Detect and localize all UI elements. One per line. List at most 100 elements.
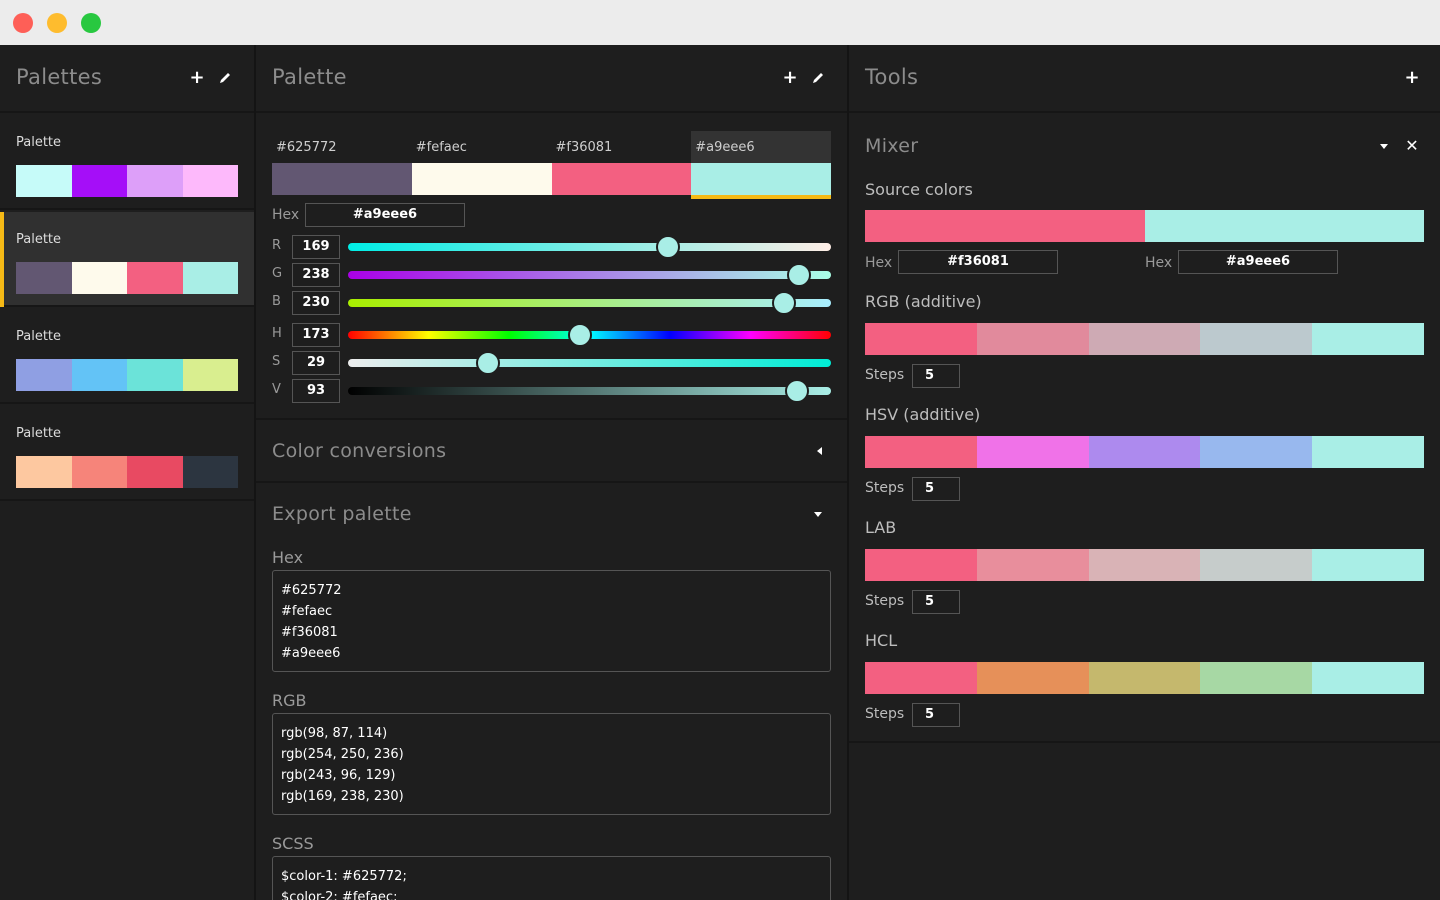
- source-color-1[interactable]: [865, 210, 1145, 242]
- plus-icon: +: [1404, 67, 1420, 88]
- palette-swatch[interactable]: #f36081: [551, 131, 692, 199]
- caret-down-icon[interactable]: [1380, 144, 1388, 149]
- slider-value-input[interactable]: 238: [292, 263, 340, 287]
- slider-value-input[interactable]: 230: [292, 291, 340, 315]
- swatch-hex-label: #625772: [276, 140, 337, 155]
- edit-palettes-button[interactable]: [216, 67, 234, 89]
- slider-track[interactable]: [348, 379, 831, 403]
- slider-track[interactable]: [348, 263, 831, 287]
- source-color-2[interactable]: [1144, 210, 1424, 242]
- palette-list-item[interactable]: Palette: [0, 212, 254, 307]
- palettes-panel: Palettes + Palette Palette Palette Palette: [0, 45, 254, 900]
- plus-icon: +: [189, 67, 205, 88]
- slider-track[interactable]: [348, 323, 831, 347]
- mix-color-swatch[interactable]: [865, 662, 977, 694]
- edit-palette-button[interactable]: [809, 67, 827, 89]
- mix-color-swatch[interactable]: [865, 436, 977, 468]
- mix-mode-title: RGB (additive): [865, 292, 982, 311]
- mix-color-swatch[interactable]: [1200, 662, 1313, 694]
- mix-color-swatch[interactable]: [976, 436, 1089, 468]
- close-icon: ✕: [1405, 136, 1419, 155]
- caret-left-icon[interactable]: [817, 447, 822, 455]
- mix-color-swatch[interactable]: [1312, 662, 1424, 694]
- caret-down-icon[interactable]: [814, 512, 822, 517]
- mix-color-swatch[interactable]: [1200, 436, 1313, 468]
- pencil-icon: [220, 73, 230, 83]
- slider-value-input[interactable]: 173: [292, 323, 340, 347]
- palette-name: Palette: [16, 135, 62, 150]
- pencil-icon: [813, 73, 823, 83]
- slider-handle[interactable]: [568, 323, 593, 347]
- export-rgb-textarea[interactable]: rgb(98, 87, 114) rgb(254, 250, 236) rgb(…: [272, 713, 831, 815]
- mix-mode-title: HCL: [865, 631, 898, 650]
- export-rgb-label: RGB: [272, 691, 307, 710]
- add-color-button[interactable]: +: [781, 67, 799, 89]
- palette-list-item[interactable]: Palette: [0, 115, 254, 210]
- slider-label: R: [272, 238, 282, 253]
- swatch-color: [272, 163, 412, 195]
- slider-handle[interactable]: [771, 291, 796, 315]
- mix-color-swatch[interactable]: [1200, 549, 1313, 581]
- mix-color-swatch[interactable]: [976, 549, 1089, 581]
- source-hex-input-1[interactable]: #f36081: [898, 250, 1058, 274]
- mix-color-swatch[interactable]: [1312, 323, 1424, 355]
- slider-handle[interactable]: [656, 235, 681, 259]
- slider-track[interactable]: [348, 235, 831, 259]
- color-swatch: [71, 165, 127, 197]
- hex-input[interactable]: #a9eee6: [305, 203, 465, 227]
- close-window-button[interactable]: [13, 13, 33, 33]
- source-hex-input-2[interactable]: #a9eee6: [1178, 250, 1338, 274]
- mix-color-swatch[interactable]: [1088, 436, 1201, 468]
- palette-swatch[interactable]: #a9eee6: [691, 131, 831, 199]
- slider-track[interactable]: [348, 291, 831, 315]
- export-scss-textarea[interactable]: $color-1: #625772; $color-2: #fefaec;: [272, 856, 831, 900]
- steps-input[interactable]: 5: [912, 590, 960, 614]
- slider-value-input[interactable]: 169: [292, 235, 340, 259]
- slider-handle[interactable]: [786, 263, 811, 287]
- steps-input[interactable]: 5: [912, 703, 960, 727]
- steps-input[interactable]: 5: [912, 364, 960, 388]
- divider: [256, 418, 847, 420]
- mix-color-swatch[interactable]: [1088, 549, 1201, 581]
- slider-value-input[interactable]: 93: [292, 379, 340, 403]
- slider-track[interactable]: [348, 351, 831, 375]
- mix-mode-title: HSV (additive): [865, 405, 981, 424]
- slider-handle[interactable]: [785, 379, 810, 403]
- export-hex-textarea[interactable]: #625772 #fefaec #f36081 #a9eee6: [272, 570, 831, 672]
- mix-color-swatch[interactable]: [1312, 549, 1424, 581]
- export-scss-label: SCSS: [272, 834, 314, 853]
- mix-color-swatch[interactable]: [865, 549, 977, 581]
- minimize-window-button[interactable]: [47, 13, 67, 33]
- hex-label: Hex: [272, 207, 300, 223]
- mix-color-swatch[interactable]: [1088, 323, 1201, 355]
- close-mixer-button[interactable]: ✕: [1403, 135, 1421, 157]
- palette-list-item[interactable]: Palette: [0, 309, 254, 404]
- color-swatch: [127, 359, 183, 391]
- mix-color-swatch[interactable]: [1312, 436, 1424, 468]
- add-palette-button[interactable]: +: [188, 67, 206, 89]
- color-conversions-title[interactable]: Color conversions: [272, 440, 447, 462]
- palette-list-item[interactable]: Palette: [0, 406, 254, 501]
- source-hex-label-1: Hex: [865, 255, 893, 271]
- add-tool-button[interactable]: +: [1403, 67, 1421, 89]
- palette-color-strip: [16, 262, 238, 294]
- maximize-window-button[interactable]: [81, 13, 101, 33]
- export-palette-title[interactable]: Export palette: [272, 503, 412, 525]
- palette-color-strip: [16, 359, 238, 391]
- steps-input[interactable]: 5: [912, 477, 960, 501]
- palette-swatches: #625772 #fefaec #f36081 #a9eee6: [272, 131, 831, 199]
- source-hex-label-2: Hex: [1145, 255, 1173, 271]
- palette-swatch[interactable]: #fefaec: [411, 131, 552, 199]
- slider-handle[interactable]: [476, 351, 501, 375]
- palette-swatch[interactable]: #625772: [272, 131, 412, 199]
- slider-label: B: [272, 294, 281, 309]
- slider-value-input[interactable]: 29: [292, 351, 340, 375]
- slider-label: G: [272, 266, 283, 281]
- mix-color-swatch[interactable]: [976, 662, 1089, 694]
- mix-color-swatch[interactable]: [976, 323, 1089, 355]
- mix-color-swatch[interactable]: [1200, 323, 1313, 355]
- mix-color-swatch[interactable]: [1088, 662, 1201, 694]
- mixer-title: Mixer: [865, 135, 919, 157]
- mix-color-swatch[interactable]: [865, 323, 977, 355]
- swatch-hex-label: #a9eee6: [695, 140, 755, 155]
